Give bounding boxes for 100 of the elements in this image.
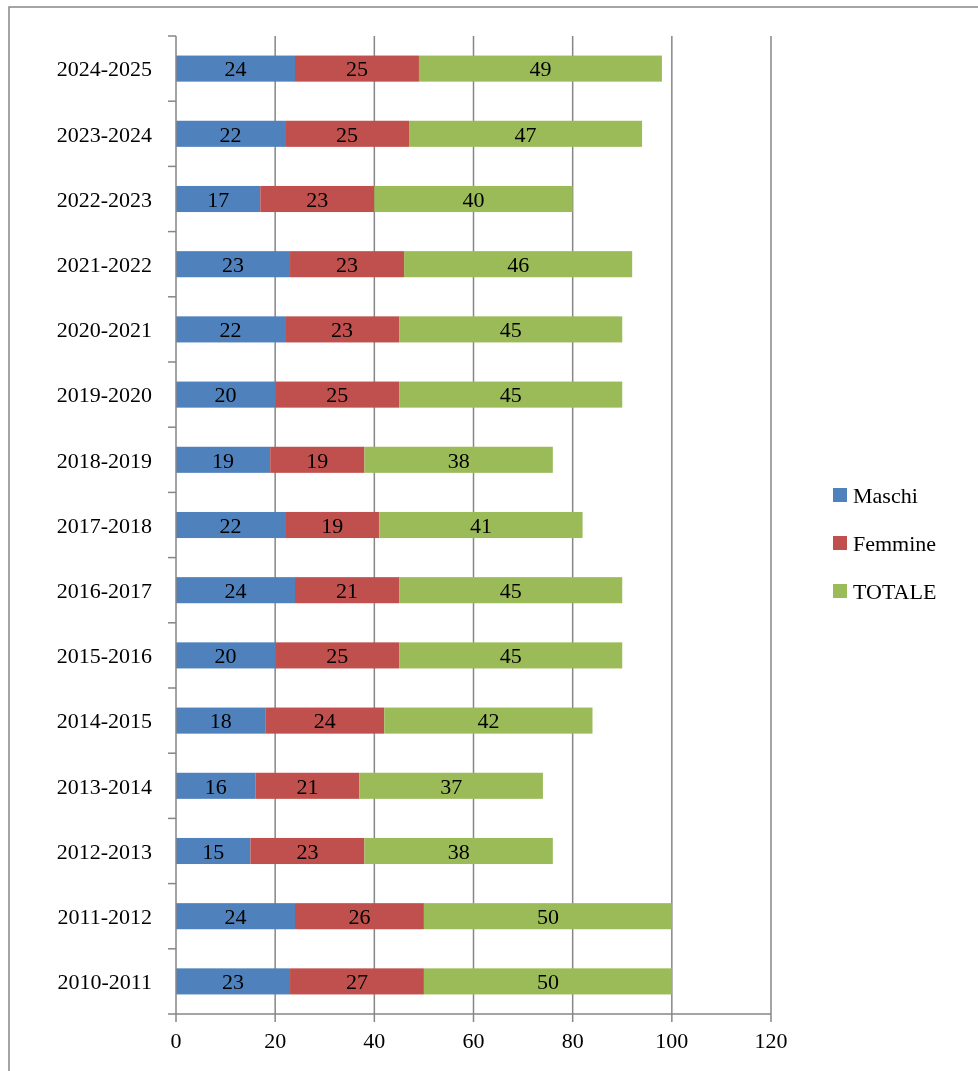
- data-label: 19: [306, 447, 329, 473]
- data-label: 21: [296, 773, 319, 799]
- bar: [295, 903, 424, 930]
- bar: [255, 772, 360, 799]
- data-label: 24: [224, 577, 247, 603]
- legend-label: Femmine: [853, 530, 937, 556]
- bar: [176, 185, 261, 213]
- x-tick-label: 60: [462, 1028, 485, 1053]
- y-tick-label: 2020-2021: [56, 317, 152, 343]
- data-label: 21: [336, 577, 359, 603]
- bar: [176, 381, 276, 408]
- bar: [285, 120, 410, 147]
- bar: [418, 55, 662, 82]
- data-label: 50: [536, 969, 559, 995]
- bar: [364, 446, 553, 473]
- y-tick-label: 2013-2014: [56, 773, 152, 799]
- bar: [399, 577, 623, 604]
- bar: [290, 251, 405, 278]
- y-tick-label: 2010-2011: [57, 969, 152, 995]
- data-label: 20: [214, 643, 237, 669]
- data-label: 16: [204, 773, 227, 799]
- data-label: 23: [222, 969, 245, 995]
- y-tick-label: 2019-2020: [56, 382, 152, 408]
- data-label: 42: [477, 708, 500, 734]
- x-tick-label: 20: [264, 1028, 287, 1053]
- data-label: 46: [507, 251, 530, 277]
- y-tick-label: 2012-2013: [56, 838, 152, 864]
- data-label: 17: [207, 186, 230, 212]
- data-label: 25: [345, 56, 368, 82]
- data-label: 18: [209, 708, 232, 734]
- data-label: 22: [219, 121, 242, 147]
- bar: [176, 251, 291, 278]
- data-label: 38: [447, 838, 470, 864]
- legend-label: TOTALE: [853, 578, 937, 604]
- bar: [423, 903, 672, 930]
- x-tick-label: 120: [754, 1028, 788, 1053]
- data-label: 41: [469, 512, 492, 538]
- y-tick-label: 2024-2025: [56, 56, 152, 82]
- y-tick-label: 2014-2015: [56, 708, 152, 734]
- data-label: 37: [440, 773, 463, 799]
- bar: [399, 316, 623, 343]
- data-label: 50: [536, 903, 559, 929]
- bar: [285, 511, 380, 539]
- data-label: 24: [224, 56, 247, 82]
- bar: [295, 55, 419, 82]
- bar: [404, 251, 633, 278]
- data-label: 22: [219, 317, 242, 343]
- y-tick-label: 2022-2023: [56, 186, 152, 212]
- bar: [176, 577, 295, 604]
- data-label: 25: [326, 382, 349, 408]
- bar: [379, 511, 583, 539]
- data-label: 27: [345, 969, 368, 995]
- y-tick-label: 2021-2022: [56, 251, 152, 277]
- bar: [374, 185, 573, 213]
- data-label: 40: [462, 186, 485, 212]
- bar: [290, 968, 424, 995]
- data-label: 38: [447, 447, 470, 473]
- bar: [295, 577, 400, 604]
- bar: [176, 316, 286, 343]
- data-label: 20: [214, 382, 237, 408]
- bar: [176, 837, 251, 865]
- data-label: 23: [296, 838, 319, 864]
- data-label: 24: [224, 903, 247, 929]
- data-label: 23: [331, 317, 354, 343]
- data-label: 19: [212, 447, 235, 473]
- data-label: 22: [219, 512, 242, 538]
- legend-label: Maschi: [853, 482, 918, 508]
- data-label: 47: [514, 121, 537, 147]
- bar: [423, 968, 672, 995]
- x-tick-label: 100: [655, 1028, 689, 1053]
- bar: [399, 381, 623, 408]
- bar: [275, 381, 400, 408]
- data-label: 23: [336, 251, 359, 277]
- data-label: 49: [529, 56, 552, 82]
- bar: [260, 185, 375, 213]
- x-tick-label: 40: [363, 1028, 386, 1053]
- bar: [409, 120, 643, 147]
- bar: [275, 642, 400, 669]
- x-tick-label: 0: [170, 1028, 182, 1053]
- bar: [176, 511, 286, 539]
- data-label: 45: [499, 382, 522, 408]
- data-label: 25: [336, 121, 359, 147]
- bar: [176, 903, 295, 930]
- bar: [176, 707, 266, 734]
- data-label: 23: [306, 186, 329, 212]
- bar: [250, 837, 365, 865]
- bar: [359, 772, 543, 799]
- bar: [399, 642, 623, 669]
- x-tick-label: 80: [561, 1028, 584, 1053]
- data-label: 45: [499, 317, 522, 343]
- data-label: 19: [321, 512, 344, 538]
- y-tick-label: 2016-2017: [56, 577, 152, 603]
- data-label: 23: [222, 251, 245, 277]
- bar: [176, 55, 295, 82]
- bar: [176, 968, 291, 995]
- bar: [176, 120, 286, 147]
- data-label: 26: [348, 903, 371, 929]
- bar: [176, 446, 271, 473]
- y-tick-label: 2017-2018: [56, 512, 152, 538]
- y-tick-label: 2011-2012: [57, 903, 152, 929]
